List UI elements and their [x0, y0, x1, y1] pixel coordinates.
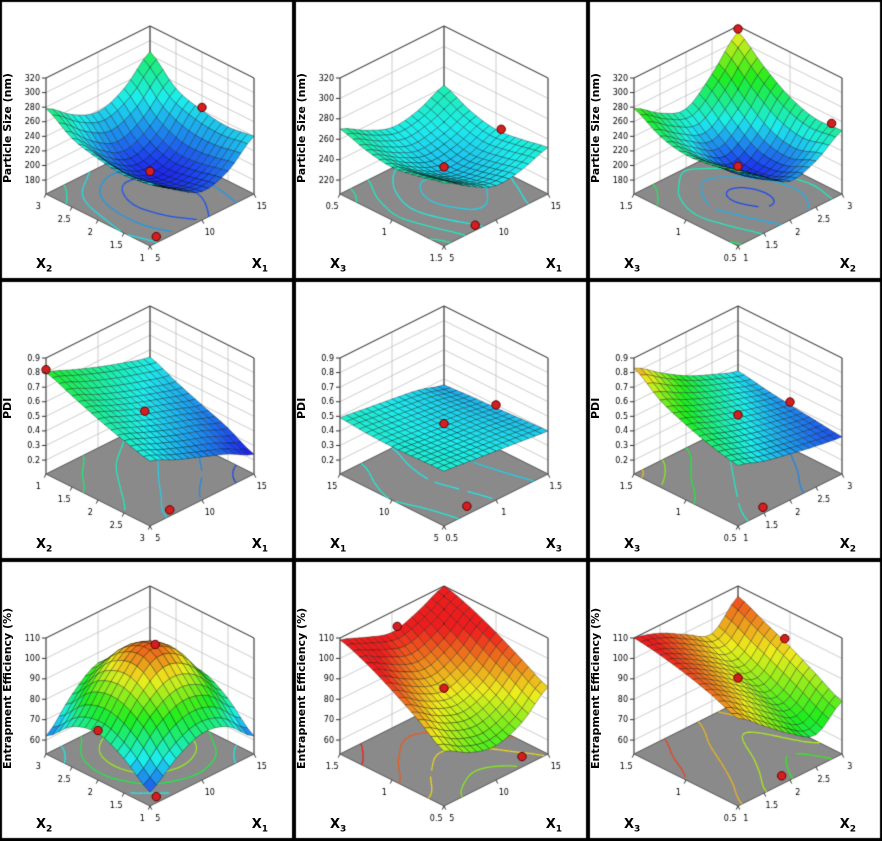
- surface-plot-canvas-3: [0, 280, 294, 560]
- left-axis-label: X3: [330, 817, 347, 835]
- surface-plot-canvas-4: [294, 280, 588, 560]
- z-axis-label: PDI: [295, 397, 308, 420]
- surface-plot-canvas-5: [588, 280, 882, 560]
- z-axis-label: Entrapment Efficiency (%): [295, 607, 308, 770]
- surface-plot-panel-pdi-x2-x1: PDI X2 X1: [0, 280, 294, 560]
- right-axis-label: X2: [839, 817, 856, 835]
- surface-plot-panel-pdi-x1-x3: PDI X1 X3: [294, 280, 588, 560]
- surface-plot-panel-ee-x3-x1: Entrapment Efficiency (%) X3 X1: [294, 560, 588, 840]
- z-axis-label: Particle Size (nm): [589, 73, 602, 184]
- right-axis-label: X3: [545, 537, 562, 555]
- left-axis-label: X2: [36, 537, 53, 555]
- left-axis-label: X1: [330, 537, 347, 555]
- left-axis-label: X2: [36, 257, 53, 275]
- surface-plot-panel-ee-x2-x1: Entrapment Efficiency (%) X2 X1: [0, 560, 294, 840]
- surface-plot-canvas-6: [0, 560, 294, 840]
- right-axis-label: X1: [545, 257, 562, 275]
- right-axis-label: X1: [545, 817, 562, 835]
- left-axis-label: X2: [36, 817, 53, 835]
- surface-plot-canvas-2: [588, 0, 882, 280]
- z-axis-label: Entrapment Efficiency (%): [589, 607, 602, 770]
- left-axis-label: X3: [624, 537, 641, 555]
- left-axis-label: X3: [624, 257, 641, 275]
- z-axis-label: PDI: [589, 397, 602, 420]
- surface-plot-canvas-7: [294, 560, 588, 840]
- left-axis-label: X3: [624, 817, 641, 835]
- right-axis-label: X1: [251, 537, 268, 555]
- surface-plot-panel-particle-size-x3-x2: Particle Size (nm) X3 X2: [588, 0, 882, 280]
- surface-plot-canvas-8: [588, 560, 882, 840]
- surface-plot-canvas-1: [294, 0, 588, 280]
- right-axis-label: X1: [251, 817, 268, 835]
- right-axis-label: X2: [839, 257, 856, 275]
- left-axis-label: X3: [330, 257, 347, 275]
- surface-plot-canvas-0: [0, 0, 294, 280]
- surface-plot-panel-pdi-x3-x2: PDI X3 X2: [588, 280, 882, 560]
- surface-plot-panel-particle-size-x3-x1: Particle Size (nm) X3 X1: [294, 0, 588, 280]
- z-axis-label: PDI: [1, 397, 14, 420]
- z-axis-label: Particle Size (nm): [1, 73, 14, 184]
- right-axis-label: X1: [251, 257, 268, 275]
- z-axis-label: Particle Size (nm): [295, 73, 308, 184]
- surface-plot-panel-ee-x3-x2: Entrapment Efficiency (%) X3 X2: [588, 560, 882, 840]
- right-axis-label: X2: [839, 537, 856, 555]
- surface-plot-panel-particle-size-x2-x1: Particle Size (nm) X2 X1: [0, 0, 294, 280]
- z-axis-label: Entrapment Efficiency (%): [1, 607, 14, 770]
